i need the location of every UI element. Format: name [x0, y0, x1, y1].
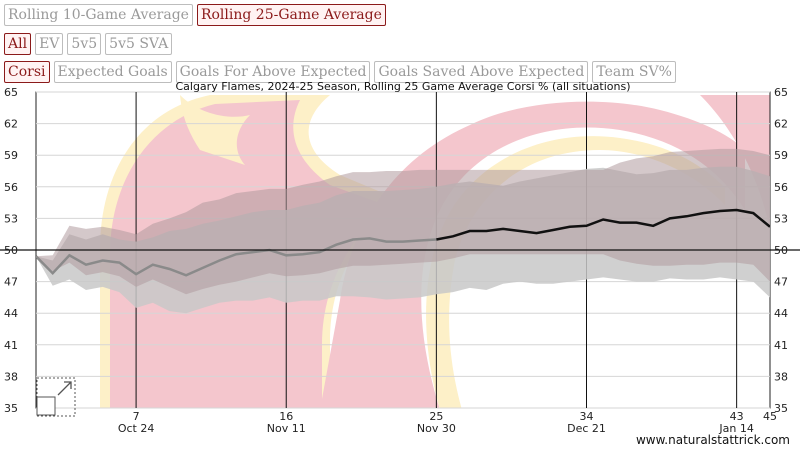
rolling-average-lines: [36, 208, 770, 277]
y-tick-label-left: 47: [4, 276, 18, 289]
zoom-reset-control[interactable]: [36, 377, 76, 417]
chart-title: Calgary Flames, 2024-25 Season, Rolling …: [175, 80, 630, 93]
y-tick-label-left: 41: [4, 339, 18, 352]
window-button-rolling-25-game-average[interactable]: Rolling 25-Game Average: [196, 4, 386, 26]
y-tick-label-left: 56: [4, 181, 18, 194]
metric-toggle-row: Corsi Expected Goals Goals For Above Expec…: [4, 61, 676, 83]
situation-button-all[interactable]: All: [4, 33, 32, 55]
x-tick-game: 34: [580, 410, 594, 423]
rolling-corsi-line-early: [36, 237, 437, 277]
y-tick-label-left: 65: [4, 86, 18, 99]
situation-button-5v5[interactable]: 5v5: [67, 33, 102, 55]
y-tick-label-right: 62: [774, 118, 788, 131]
logo-red-flame-tip: [700, 95, 770, 230]
metric-button-corsi[interactable]: Corsi: [4, 61, 50, 83]
y-tick-label-left: 38: [4, 370, 18, 383]
axes: 35 35 38 38 41 41 44 44 47 47 50 50 53 53 56 56 59 59 62 62…: [0, 86, 800, 435]
y-tick-label-left: 35: [4, 402, 18, 415]
situation-button-5v5-sva[interactable]: 5v5 SVA: [105, 33, 173, 55]
window-button-rolling-10-game-average[interactable]: Rolling 10-Game Average: [4, 4, 193, 26]
x-tick-game: 7: [133, 410, 140, 423]
x-tick-date: Dec 21: [567, 422, 606, 435]
y-tick-label-right: 44: [774, 307, 788, 320]
y-tick-label-right: 53: [774, 212, 788, 225]
y-tick-label-right: 47: [774, 276, 788, 289]
x-tick-date: Nov 30: [417, 422, 456, 435]
x-tick-date: Jan 14: [718, 422, 753, 435]
y-tick-label-right: 38: [774, 370, 788, 383]
site-credit: www.naturalstattrick.com: [636, 433, 790, 447]
x-tick-game: 43: [730, 410, 744, 423]
x-tick-game: 25: [429, 410, 443, 423]
x-tick-date: Nov 11: [267, 422, 306, 435]
y-tick-label-left: 50: [4, 244, 18, 257]
logo-gold-flame-tip: [180, 95, 250, 165]
y-tick-label-left: 44: [4, 307, 18, 320]
y-tick-label-right: 65: [774, 86, 788, 99]
situation-toggle-row: All EV 5v5 5v5 SVA: [4, 33, 173, 55]
y-tick-label-right: 41: [774, 339, 788, 352]
y-tick-label-right: 56: [774, 181, 788, 194]
metric-button-expected-goals[interactable]: Expected Goals: [53, 61, 172, 83]
y-tick-label-left: 59: [4, 149, 18, 162]
rolling-ranges: [36, 148, 770, 314]
window-toggle-row: Rolling 10-Game Average Rolling 25-Game A…: [4, 4, 386, 26]
y-tick-label-right: 50: [774, 244, 788, 257]
x-tick-date: Oct 24: [118, 422, 155, 435]
inner-range-band: [36, 148, 770, 295]
x-tick-game: 45: [763, 410, 777, 423]
zoom-small-box[interactable]: [36, 396, 56, 416]
y-tick-label-left: 53: [4, 212, 18, 225]
x-tick-game: 16: [279, 410, 293, 423]
situation-button-ev[interactable]: EV: [35, 33, 64, 55]
y-tick-label-left: 62: [4, 118, 18, 131]
y-tick-label-right: 59: [774, 149, 788, 162]
rolling-corsi-line-recent: [436, 208, 770, 241]
metric-button-team-sv[interactable]: Team SV%: [592, 61, 676, 83]
metric-button-goals-for-above-expected[interactable]: Goals For Above Expected: [175, 61, 371, 83]
metric-button-goals-saved-above-expected[interactable]: Goals Saved Above Expected: [374, 61, 589, 83]
y-tick-label-right: 35: [774, 402, 788, 415]
expand-arrow-icon[interactable]: [57, 381, 72, 396]
